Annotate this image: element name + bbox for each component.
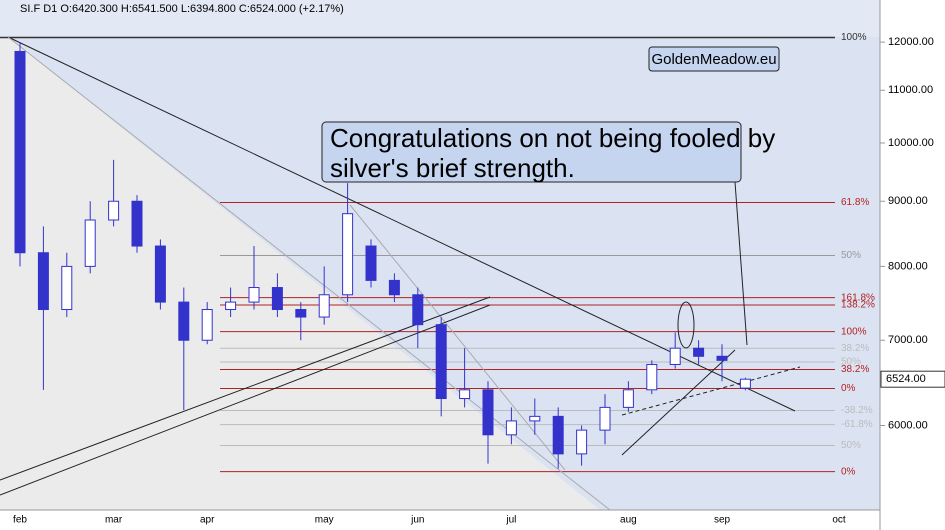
- x-tick-label: feb: [13, 515, 27, 526]
- candle-body: [37, 252, 49, 311]
- level-label: 50%: [841, 250, 861, 261]
- level-label: 138.2%: [841, 300, 875, 311]
- candle-body: [693, 347, 705, 357]
- watermark: GoldenMeadow.eu: [651, 51, 776, 68]
- candle-body: [505, 420, 517, 436]
- candle-body: [108, 200, 120, 221]
- candle-body: [248, 287, 260, 303]
- candle-body: [178, 301, 190, 341]
- chart-header: SI.F D1 O:6420.300 H:6541.500 L:6394.800…: [20, 3, 344, 15]
- x-tick-label: sep: [714, 515, 731, 526]
- level-label: 38.2%: [841, 364, 869, 375]
- candle-body: [599, 406, 611, 431]
- candle-body: [716, 355, 728, 361]
- level-label: 50%: [841, 440, 861, 451]
- level-label: 38.2%: [841, 343, 869, 354]
- level-label: 100%: [841, 326, 867, 337]
- x-tick-label: apr: [200, 515, 215, 526]
- channel-line: [0, 304, 491, 496]
- candle-body: [154, 245, 166, 303]
- candle-body: [552, 415, 564, 455]
- y-tick-label: 12000.00: [888, 36, 934, 48]
- candle-body: [61, 265, 73, 311]
- y-tick-label: 11000.00: [888, 84, 933, 96]
- candle-body: [318, 294, 330, 318]
- callout-pointer: [734, 181, 748, 346]
- trend-line: [7, 36, 796, 412]
- candle-body: [669, 347, 681, 365]
- candle-body: [529, 415, 541, 422]
- highlight-ellipse: [677, 301, 695, 349]
- level-label: -61.8%: [841, 419, 873, 430]
- level-label: 100%: [841, 32, 867, 43]
- candle-body: [14, 50, 26, 254]
- x-tick-label: mar: [105, 515, 123, 526]
- level-label: 0%: [841, 383, 856, 394]
- channel-line: [0, 296, 491, 481]
- candle-body: [622, 389, 634, 408]
- fan-shading: [0, 37, 600, 510]
- y-tick-label: 9000.00: [888, 195, 928, 207]
- x-tick-label: jul: [505, 515, 516, 526]
- callout-text: Congratulations on not being fooled by si…: [330, 123, 775, 183]
- level-label: -38.2%: [841, 405, 873, 416]
- y-tick-label: 10000.00: [888, 137, 934, 149]
- x-tick-label: aug: [620, 515, 637, 526]
- level-label: 161.8%: [841, 292, 875, 303]
- candle-body: [412, 294, 424, 326]
- callout-box: [321, 121, 742, 183]
- candle-body: [576, 429, 588, 455]
- candle-body: [271, 287, 283, 311]
- candle-body: [459, 389, 471, 400]
- candle-body: [131, 200, 143, 247]
- last-price-label: 6524.00: [886, 373, 926, 385]
- candle-body: [646, 363, 658, 391]
- level-label: 50%: [841, 357, 861, 368]
- y-tick-label: 7000.00: [888, 334, 928, 346]
- x-tick-label: oct: [832, 515, 846, 526]
- candle-body: [435, 324, 447, 400]
- candle-body: [365, 245, 377, 281]
- candle-body: [739, 378, 751, 389]
- candle-body: [482, 389, 494, 436]
- trend-line: [621, 349, 736, 456]
- x-tick-label: jun: [410, 515, 424, 526]
- y-tick-label: 6000.00: [888, 419, 928, 431]
- candle-body: [342, 213, 354, 296]
- candle-body: [201, 309, 213, 341]
- watermark-box: [648, 46, 780, 72]
- candle-body: [388, 279, 400, 296]
- fan-line: [349, 204, 566, 471]
- last-price-box: [880, 370, 945, 388]
- y-tick-label: 8000.00: [888, 260, 928, 272]
- candle-body: [225, 301, 237, 311]
- x-tick-label: may: [315, 515, 334, 526]
- candle-body: [84, 219, 96, 267]
- trend-line: [621, 366, 801, 416]
- level-label: 61.8%: [841, 197, 869, 208]
- level-label: 0%: [841, 466, 856, 477]
- candle-body: [295, 309, 307, 318]
